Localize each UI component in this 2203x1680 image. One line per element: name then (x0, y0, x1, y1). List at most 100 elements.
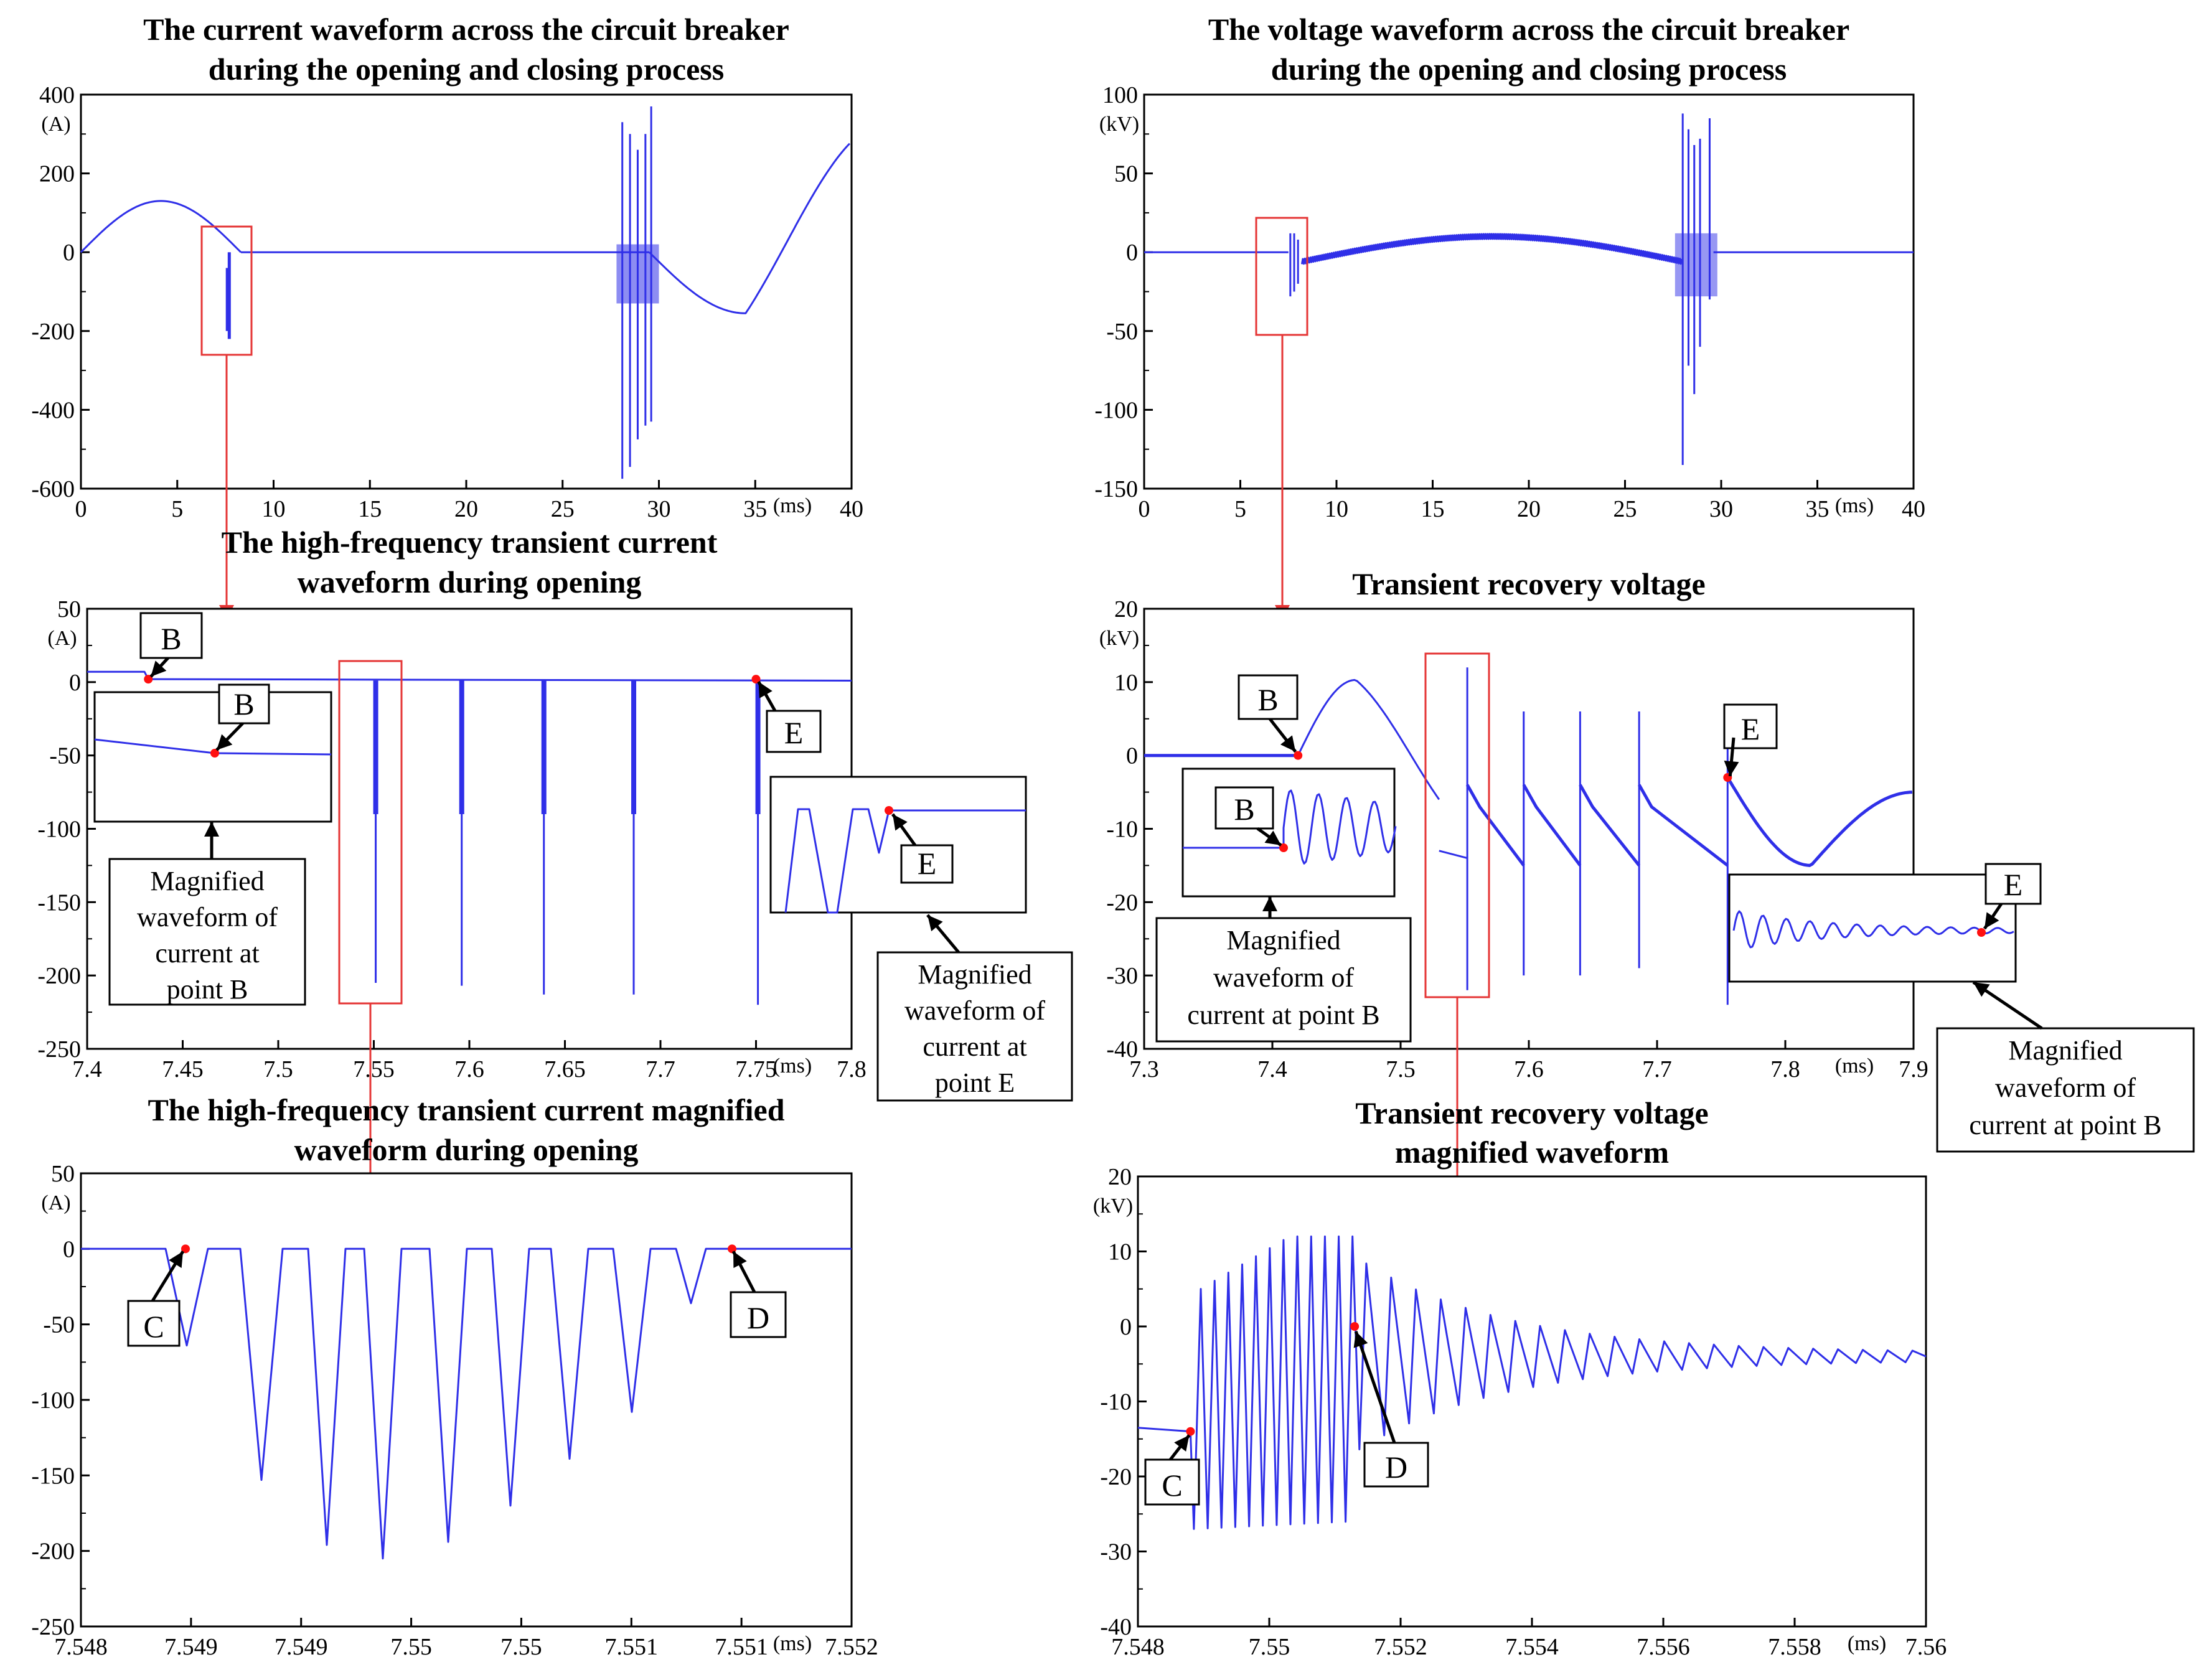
label-box-b-text: B (161, 621, 181, 656)
x-tick-label: 7.551 (605, 1634, 659, 1660)
x-axis-unit: (ms) (773, 1632, 812, 1655)
inset-label-e (1985, 863, 2042, 905)
chart-title: during the opening and closing process (209, 52, 724, 87)
x-tick-label: 25 (1613, 496, 1637, 522)
x-tick-label: 7.4 (1257, 1056, 1287, 1082)
y-tick-label: -100 (31, 1387, 75, 1414)
x-tick-label: 7.75 (735, 1056, 777, 1082)
arrow-head (733, 1251, 747, 1269)
y-tick-label: 100 (1102, 82, 1138, 108)
note-box-e (1936, 1027, 2195, 1153)
marker-dot (144, 675, 153, 684)
marker-dot (1350, 1322, 1360, 1331)
arrow-head (1280, 735, 1296, 752)
y-tick-label: -400 (31, 397, 75, 423)
waveform-series (1638, 784, 1729, 867)
inset-label-e-text: E (2004, 867, 2023, 902)
waveform-series (1465, 784, 1525, 866)
x-axis-unit: (ms) (773, 494, 812, 517)
transient-spike (755, 680, 761, 814)
inset-label-b (218, 683, 270, 725)
arrow-head (1353, 1331, 1368, 1348)
x-axis-unit: (ms) (1835, 494, 1874, 517)
x-tick-label: 15 (358, 496, 382, 522)
x-tick-label: 7.552 (1374, 1634, 1427, 1660)
marker-dot (1977, 928, 1986, 937)
x-tick-label: 7.45 (162, 1056, 204, 1082)
y-tick-label: -40 (1100, 1614, 1132, 1640)
x-tick-label: 7.554 (1505, 1634, 1559, 1660)
y-tick-label: -20 (1100, 1464, 1132, 1490)
plot-area (1143, 93, 1915, 490)
y-tick-label: -250 (37, 1036, 81, 1063)
x-tick-label: 5 (1234, 496, 1246, 522)
x-axis-unit: (ms) (1835, 1054, 1874, 1077)
arrow-shaft (1354, 1331, 1396, 1443)
x-tick-label: 7.9 (1899, 1056, 1928, 1082)
inset-e (1728, 873, 2017, 983)
transient-spike (631, 680, 637, 814)
note-box-e-line: point E (935, 1068, 1015, 1098)
marker-dot (885, 806, 893, 815)
arrow-head (169, 1251, 183, 1269)
x-tick-label: 10 (262, 496, 286, 522)
label-box-d-text: D (1385, 1450, 1407, 1485)
y-tick-label: -100 (1094, 397, 1138, 423)
x-tick-label: 5 (171, 496, 183, 522)
arrow-head (1262, 896, 1277, 911)
transient-burst (1675, 233, 1717, 297)
arrow-head (893, 814, 908, 831)
y-tick-label: -20 (1106, 889, 1138, 916)
x-tick-label: 10 (1325, 496, 1348, 522)
label-box-d-text: D (747, 1300, 769, 1335)
chart-title: The voltage waveform across the circuit … (1208, 12, 1849, 47)
y-tick-label: -30 (1106, 963, 1138, 989)
note-box-e-line: current at point B (1969, 1110, 2161, 1140)
waveform-series (1522, 784, 1582, 866)
arrow-head (1724, 761, 1739, 777)
y-tick-label: -100 (37, 817, 81, 843)
arrow-head (1973, 982, 1990, 997)
inset-e (769, 776, 1027, 914)
x-tick-label: 7.7 (646, 1056, 675, 1082)
marker-dot (181, 1244, 190, 1254)
x-tick-label: 40 (840, 496, 863, 522)
note-box-b-line: current at point B (1187, 1000, 1379, 1030)
x-axis-unit: (ms) (773, 1054, 812, 1077)
y-tick-label: -40 (1106, 1036, 1138, 1063)
y-tick-label: -10 (1100, 1389, 1132, 1415)
y-tick-label: -600 (31, 476, 75, 502)
note-box-e-line: Magnified (918, 959, 1031, 990)
y-axis-unit: (A) (41, 1191, 70, 1214)
x-tick-label: 7.55 (390, 1634, 432, 1660)
y-tick-label: 10 (1114, 670, 1138, 696)
note-box-e-line: Magnified (2008, 1035, 2122, 1066)
x-tick-label: 7.8 (837, 1056, 867, 1082)
x-tick-label: 15 (1421, 496, 1445, 522)
arrow-head (204, 822, 219, 837)
label-box-b-text: B (1257, 682, 1278, 717)
chart-panel-d: Transient recovery voltage 20 10 0 -10 -20 -30… (1099, 566, 2195, 1196)
inset-label-b-text: B (233, 687, 254, 721)
x-tick-label: 7.56 (1905, 1634, 1947, 1660)
marker-dot (1279, 843, 1288, 852)
label-box-b (1238, 674, 1299, 720)
y-tick-label: 20 (1114, 596, 1138, 622)
chart-panel-b: The voltage waveform across the circuit … (1094, 12, 1925, 619)
x-tick-label: 0 (1139, 496, 1150, 522)
marker-dot (751, 675, 761, 684)
y-tick-label: 0 (69, 670, 81, 696)
x-axis-unit: (ms) (1848, 1632, 1886, 1655)
arrow-head (217, 734, 233, 750)
waveform-series (81, 1247, 852, 1560)
x-tick-label: 7.55 (1249, 1634, 1290, 1660)
x-tick-label: 7.8 (1770, 1056, 1800, 1082)
arrow-head (1174, 1435, 1190, 1452)
note-box-e (876, 951, 1073, 1102)
y-tick-label: -250 (31, 1614, 75, 1640)
y-axis-unit: (A) (47, 627, 77, 650)
waveform-series (1297, 678, 1440, 800)
x-tick-label: 7.65 (544, 1056, 586, 1082)
label-box-c-text: C (143, 1309, 164, 1344)
